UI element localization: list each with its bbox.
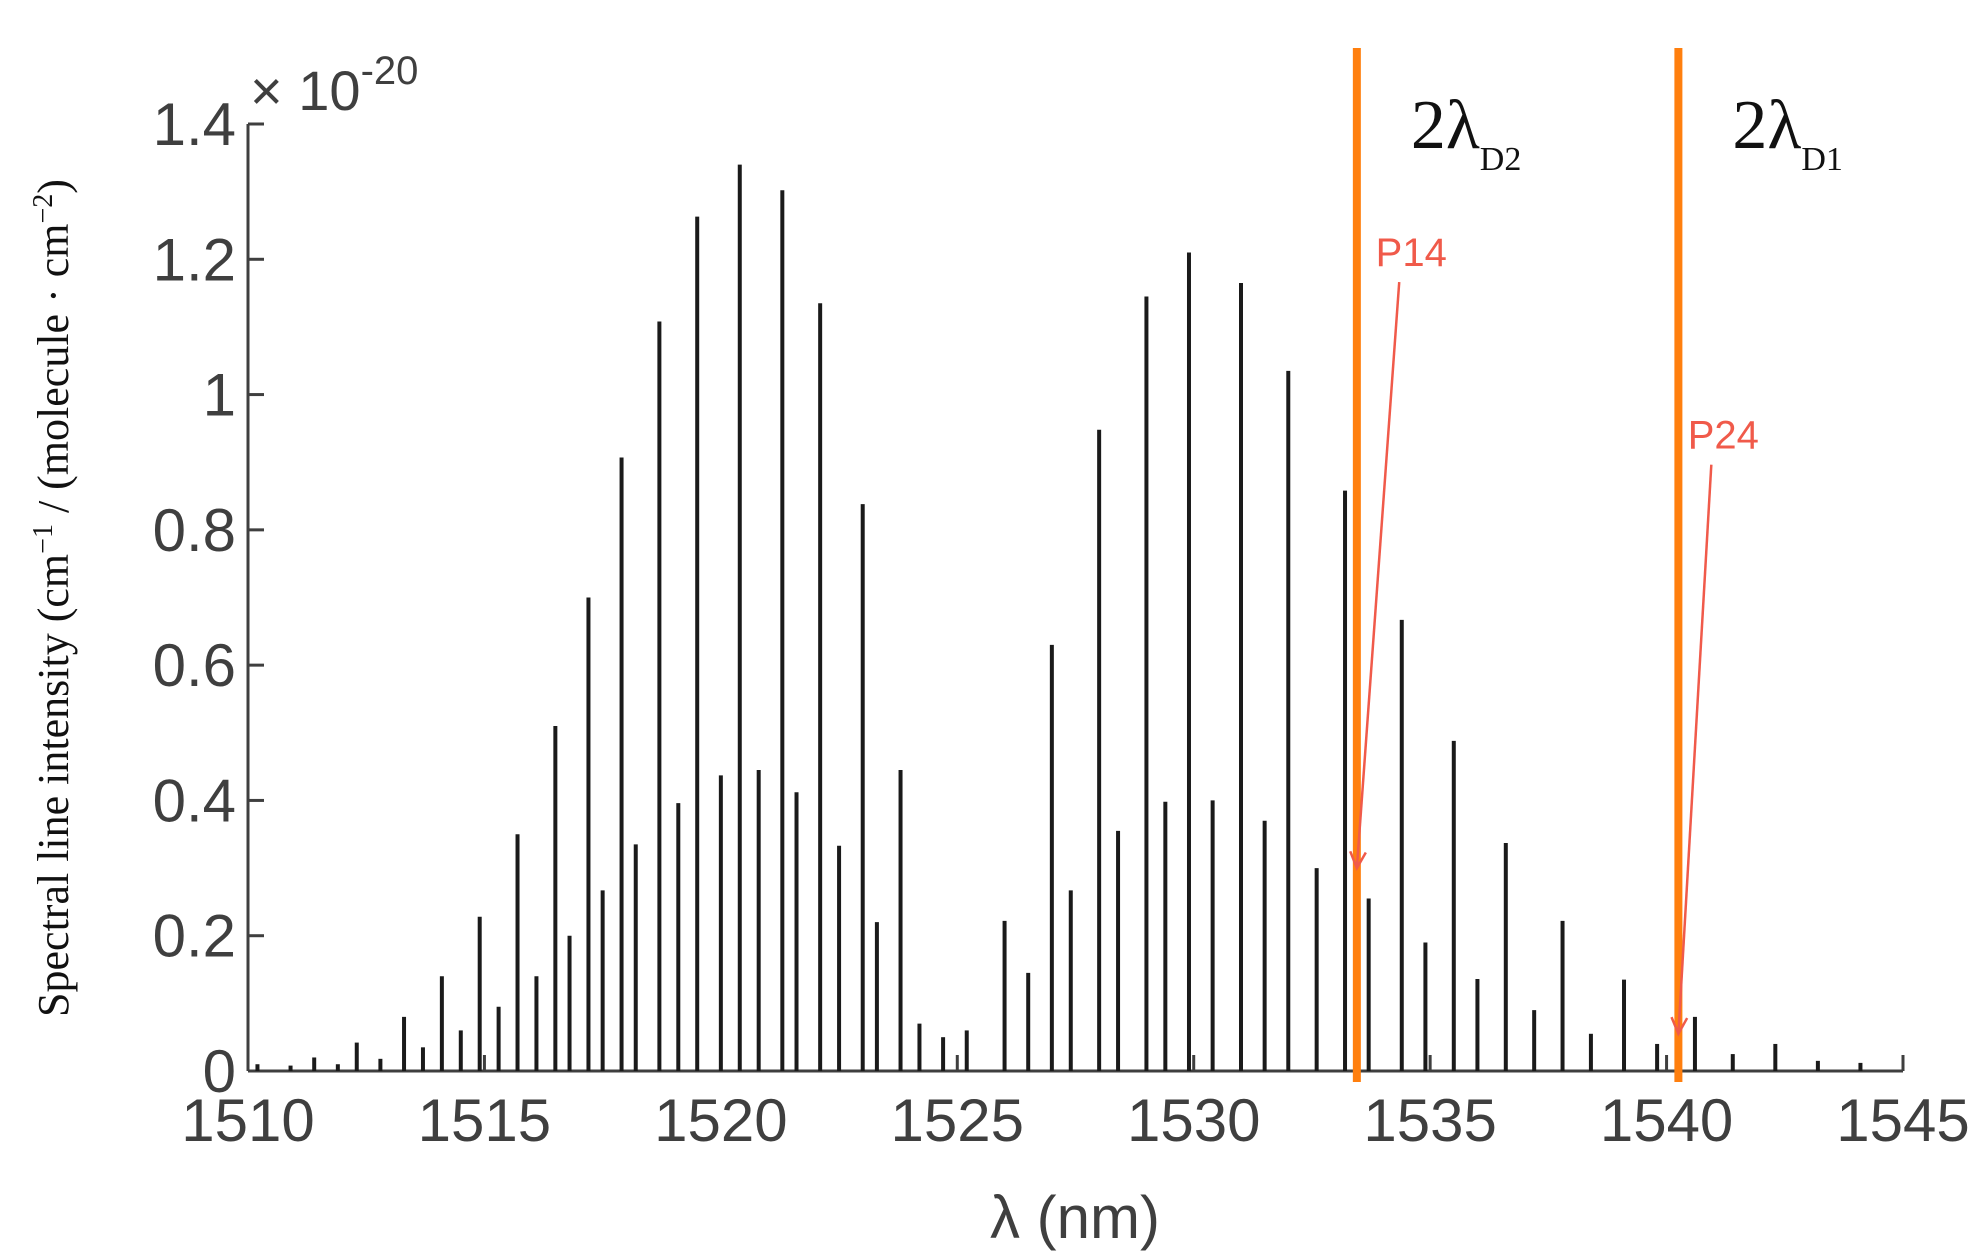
marker-label: 2λD1: [1732, 87, 1843, 178]
peak-annotations: P14 P24: [1350, 231, 1759, 1034]
x-tick-label: 1520: [654, 1087, 787, 1154]
spectral-lines: [257, 165, 1860, 1071]
scale-note: × 10-20: [250, 49, 418, 122]
x-tick-label: 1515: [418, 1087, 551, 1154]
x-tick-label: 1540: [1600, 1087, 1733, 1154]
annotation-label: P24: [1688, 414, 1759, 458]
y-tick-label: 1.2: [153, 226, 236, 293]
y-tick-label: 1.4: [153, 91, 236, 158]
annotation-label: P14: [1376, 231, 1447, 275]
marker-label: 2λD2: [1411, 87, 1522, 178]
x-axis-label: λ (nm): [990, 1184, 1160, 1251]
annotation-arrow: [1357, 282, 1399, 868]
x-tick-label: 1545: [1836, 1087, 1969, 1154]
x-tick-label: 1510: [181, 1087, 314, 1154]
scale-note-exponent: -20: [361, 49, 419, 93]
x-tick-label: 1535: [1363, 1087, 1496, 1154]
x-tick-label: 1525: [891, 1087, 1024, 1154]
y-tick-label: 0.6: [153, 632, 236, 699]
annotation-arrow: [1678, 465, 1711, 1034]
y-tick-label: 1: [203, 362, 236, 429]
y-tick-label: 0.8: [153, 497, 236, 564]
y-tick-label: 0.4: [153, 767, 236, 834]
scale-note-base: × 10: [250, 59, 361, 122]
x-tick-label: 1530: [1127, 1087, 1260, 1154]
y-tick-label: 0.2: [153, 903, 236, 970]
y-axis-label: Spectral line intensity (cm−1 / (molecul…: [28, 179, 78, 1017]
wavelength-markers: 2λD2 2λD1: [1357, 48, 1843, 1082]
